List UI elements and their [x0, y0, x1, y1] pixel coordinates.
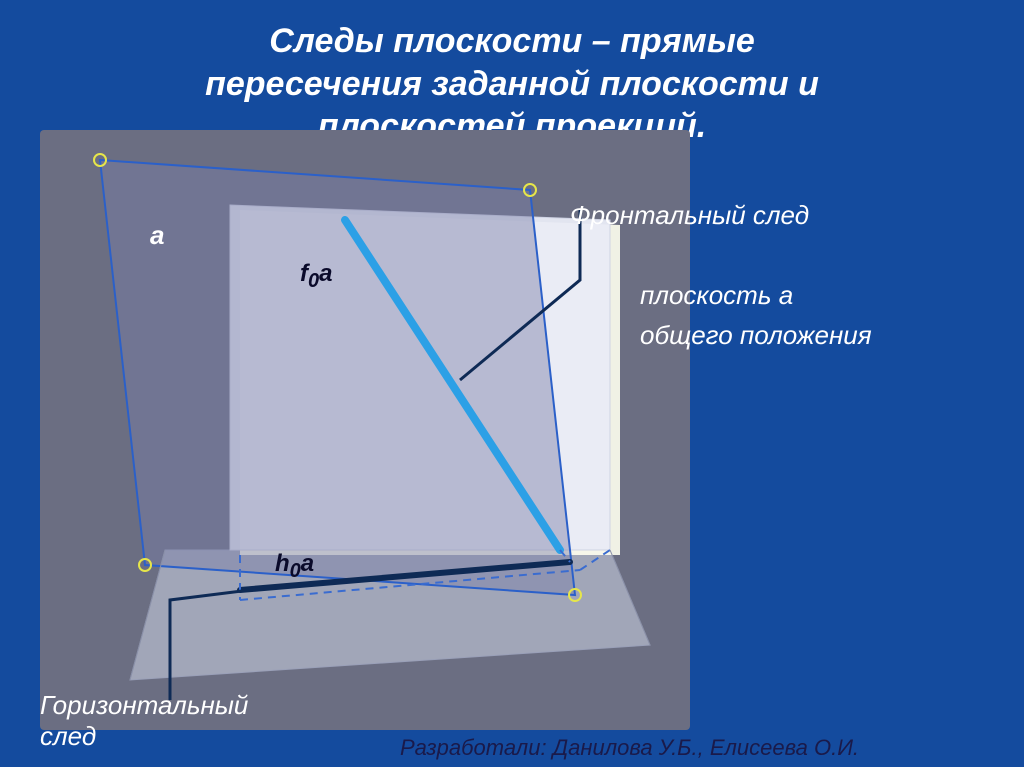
f0a-prefix: f: [300, 260, 308, 287]
label-horizontal-trace: Горизонтальный след: [40, 690, 248, 752]
label-f0a: f0a: [300, 260, 332, 293]
slide-title: Следы плоскости – прямые пересечения зад…: [0, 20, 1024, 148]
f0a-suffix: a: [319, 260, 332, 287]
f0a-sub: 0: [308, 270, 319, 292]
horiz-line1: Горизонтальный: [40, 690, 248, 720]
h0a-prefix: h: [275, 550, 290, 577]
h0a-sub: 0: [290, 560, 301, 582]
label-general-position: общего положения: [640, 320, 872, 351]
label-plane-a-text: плоскость a: [640, 280, 793, 311]
title-line2: пересечения заданной плоскости и: [205, 65, 819, 103]
horiz-line2: след: [40, 721, 96, 751]
label-h0a: h0a: [275, 550, 314, 583]
plane-a: [100, 160, 575, 595]
title-line1: Следы плоскости – прямые: [269, 22, 755, 60]
label-plane-a-symbol: a: [150, 220, 164, 251]
label-frontal-trace: Фронтальный след: [570, 200, 809, 231]
h0a-suffix: a: [301, 550, 314, 577]
label-authors: Разработали: Данилова У.Б., Елисеева О.И…: [400, 735, 859, 761]
